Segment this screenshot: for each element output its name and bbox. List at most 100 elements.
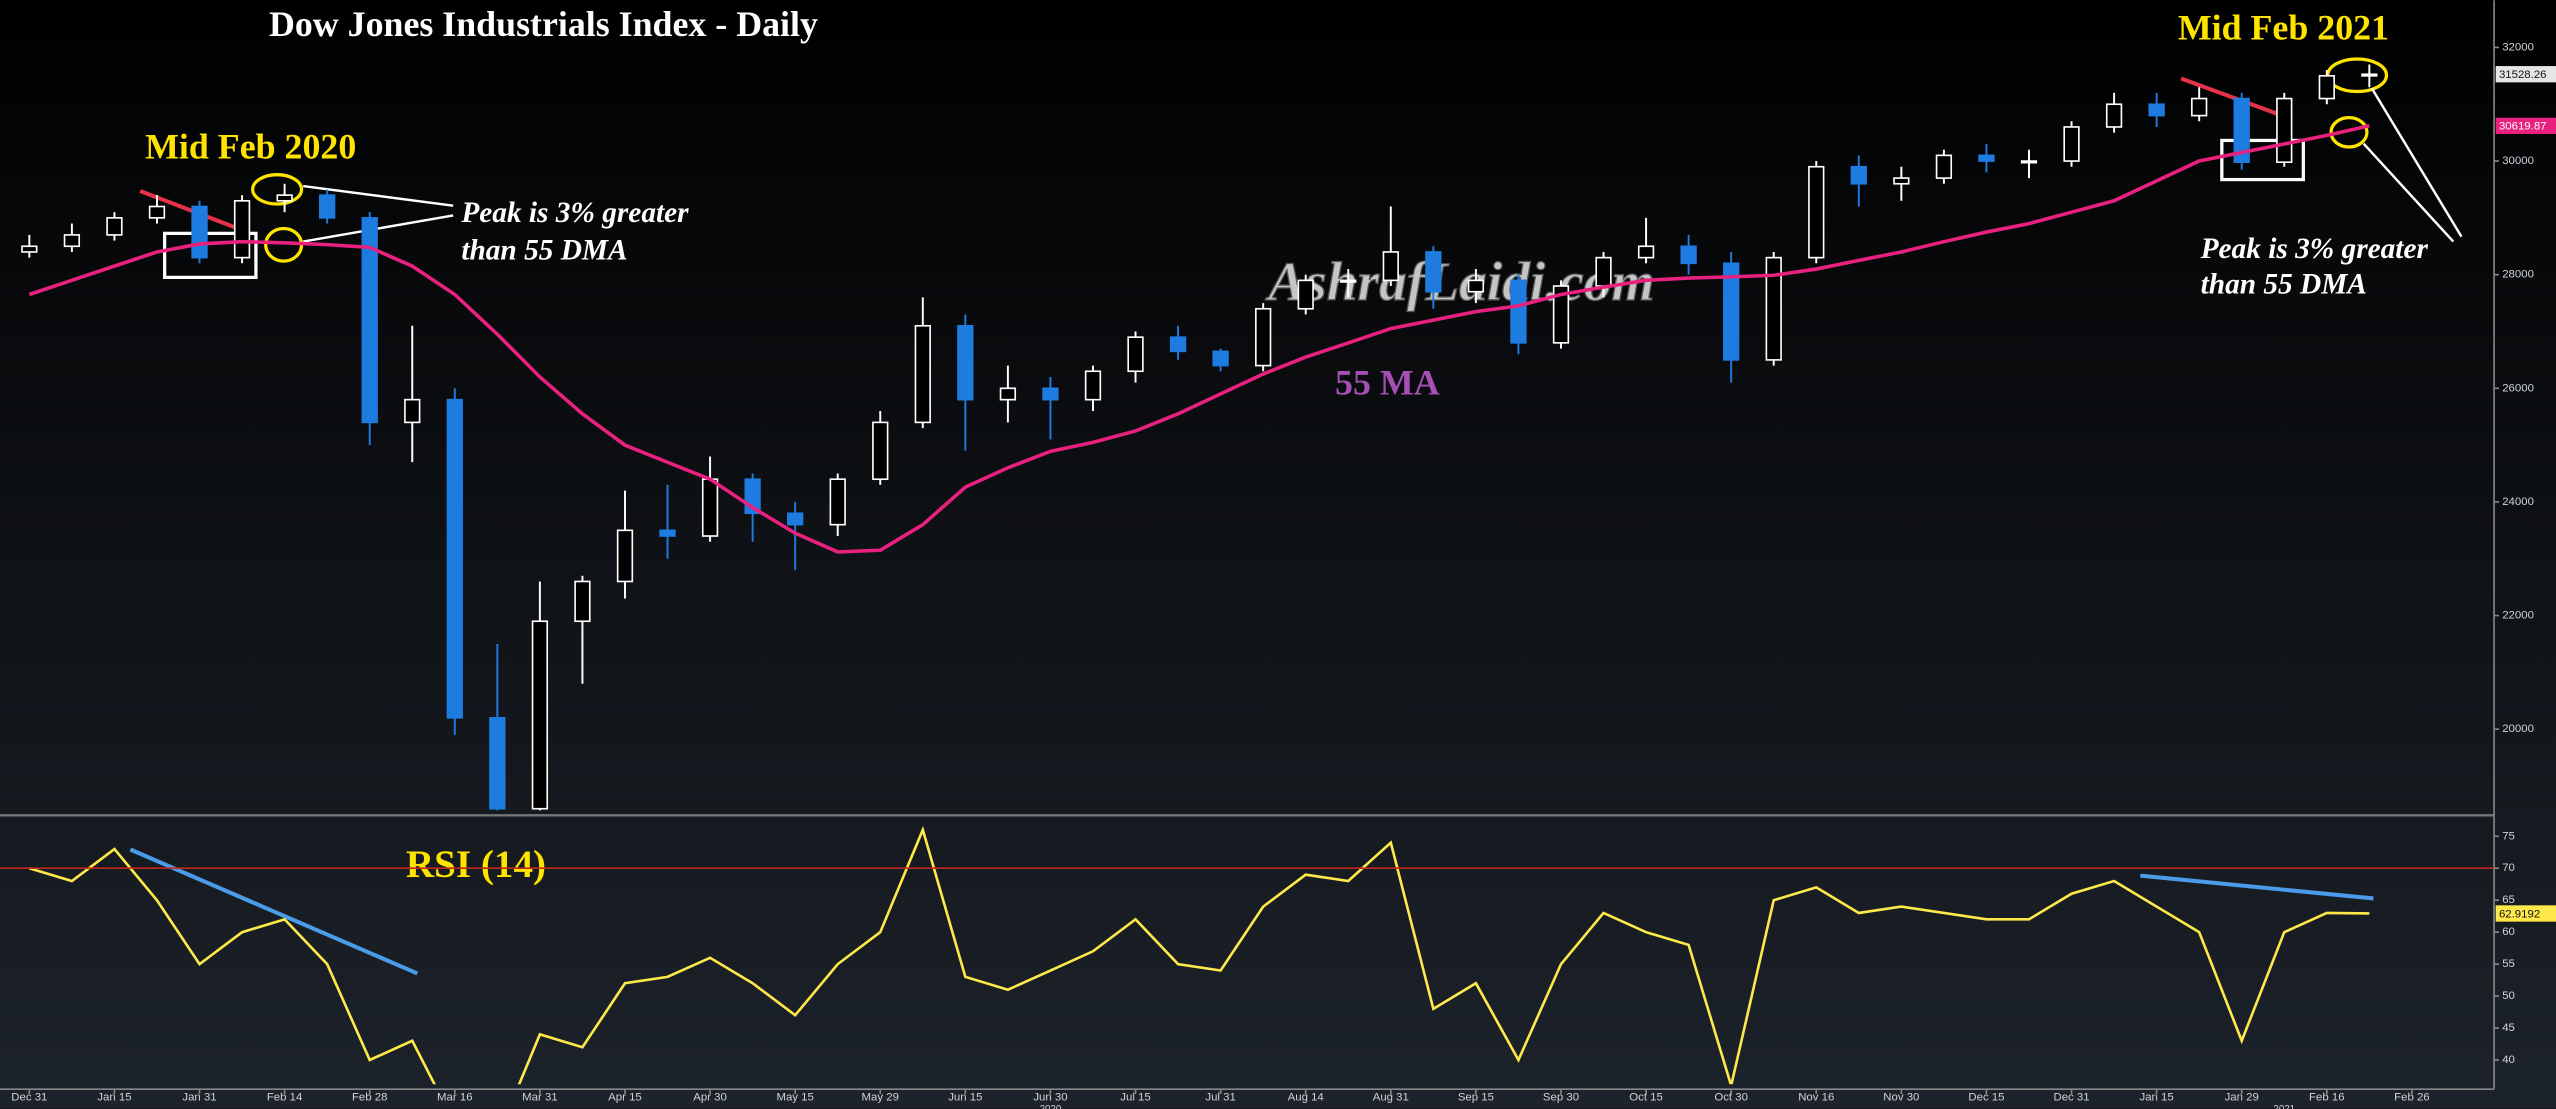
x-tick-label: Apr 30 — [693, 1092, 727, 1104]
candle-body — [1978, 154, 1995, 162]
value-tag — [2495, 66, 2556, 83]
candle-body — [531, 620, 549, 810]
value-tag — [2495, 117, 2556, 134]
candle-body — [2020, 160, 2038, 164]
y-tick-label: 75 — [2502, 830, 2515, 842]
x-tick-label: Aug 14 — [1288, 1092, 1325, 1104]
candle-body — [1808, 165, 1825, 259]
y-tick-label: 28000 — [2502, 269, 2534, 281]
box — [163, 231, 258, 280]
candle-body — [2148, 103, 2165, 117]
annotation: than 55 DMA — [2201, 269, 2367, 301]
y-tick-label: 50 — [2502, 990, 2515, 1002]
candle-body — [2191, 97, 2208, 117]
candle-body — [2105, 103, 2123, 128]
candle-body — [1510, 279, 1527, 344]
rsi-title: RSI (14) — [406, 843, 546, 886]
candle-body — [1255, 307, 1272, 367]
candle-body — [1425, 251, 1442, 293]
candle-body — [1212, 350, 1229, 367]
x-tick-label: Feb 28 — [352, 1092, 388, 1104]
candle-body — [914, 324, 931, 424]
y-tick-label: 20000 — [2502, 723, 2534, 735]
trend-line — [2180, 76, 2280, 117]
candle-body — [1382, 251, 1399, 282]
candle-body — [63, 234, 81, 248]
x-tick-label: Sep 15 — [1458, 1092, 1494, 1104]
candle-body — [2233, 97, 2250, 163]
candle-body — [659, 529, 676, 537]
annotation: than 55 DMA — [461, 234, 627, 266]
candle-body — [787, 512, 804, 526]
pointer — [2362, 142, 2455, 243]
annotation: Mid Feb 2021 — [2178, 7, 2389, 47]
value-tag — [2495, 905, 2556, 922]
chart-title: Dow Jones Industrials Index - Daily — [269, 4, 818, 44]
candle-body — [1680, 245, 1697, 265]
y-tick-label: 30000 — [2502, 155, 2534, 167]
x-tick-label: Apr 15 — [608, 1092, 642, 1104]
candle-body — [999, 387, 1017, 401]
year-label: 2021 — [2273, 1104, 2295, 1109]
x-tick-label: Jan 31 — [182, 1092, 216, 1104]
candle-body — [361, 217, 378, 424]
x-tick-label: Oct 30 — [1714, 1092, 1748, 1104]
candle-body — [1935, 154, 1953, 179]
x-tick-label: Jun 30 — [1033, 1092, 1067, 1104]
candle-body — [489, 717, 506, 810]
candle-body — [2361, 73, 2378, 77]
x-tick-label: Mar 31 — [522, 1092, 558, 1104]
y-tick-label: 24000 — [2502, 496, 2534, 508]
year-label: 2020 — [1040, 1104, 1062, 1109]
candle-body — [574, 580, 591, 623]
candle-body — [2276, 97, 2293, 163]
candle-body — [1595, 256, 1612, 287]
candle-body — [1723, 262, 1740, 361]
annotation: Peak is 3% greater — [460, 197, 689, 229]
rsi-line — [28, 825, 2370, 1085]
candle-body — [1127, 336, 1144, 373]
candle-body — [1169, 336, 1187, 353]
ma-label: 55 MA — [1335, 363, 1440, 403]
candle-body — [701, 478, 719, 537]
x-tick-label: Jul 31 — [1205, 1092, 1235, 1104]
candle-body — [1042, 387, 1059, 401]
x-tick-label: Feb 16 — [2309, 1092, 2345, 1104]
candle-body — [1297, 279, 1314, 310]
x-tick-label: Sep 30 — [1543, 1092, 1579, 1104]
divergence-line — [2140, 873, 2374, 901]
candle-body — [276, 194, 293, 202]
x-tick-label: May 15 — [776, 1092, 813, 1104]
candle-body — [1340, 279, 1357, 283]
candles — [21, 64, 2378, 811]
candle-body — [616, 529, 634, 583]
candle-body — [106, 217, 123, 236]
candle-body — [2063, 126, 2080, 162]
y-tick-label: 45 — [2502, 1022, 2515, 1034]
box — [2220, 138, 2305, 182]
x-tick-label: Jan 15 — [2140, 1092, 2174, 1104]
x-tick-label: Aug 31 — [1373, 1092, 1409, 1104]
candle-body — [404, 398, 421, 424]
candle-body — [1893, 177, 1910, 185]
annotation-shapes — [129, 57, 2463, 976]
candle-body — [319, 194, 336, 219]
y-tick-label: 40 — [2502, 1054, 2515, 1066]
x-tick-label: Jun 15 — [948, 1092, 982, 1104]
y-tick-label: 32000 — [2502, 41, 2534, 53]
candle-body — [1637, 245, 1655, 259]
candle-body — [191, 205, 208, 259]
candle-body — [446, 398, 463, 719]
x-tick-label: Jul 15 — [1120, 1092, 1150, 1104]
y-tick-label: 55 — [2502, 958, 2515, 970]
candle-body — [957, 324, 974, 401]
candle-body — [829, 478, 846, 526]
x-tick-label: Nov 16 — [1798, 1092, 1834, 1104]
value-tag-label: 30619.87 — [2499, 121, 2547, 133]
y-tick-label: 70 — [2502, 862, 2515, 874]
candle-body — [1467, 279, 1485, 293]
candle-body — [233, 200, 251, 259]
x-tick-label: Feb 14 — [267, 1092, 303, 1104]
